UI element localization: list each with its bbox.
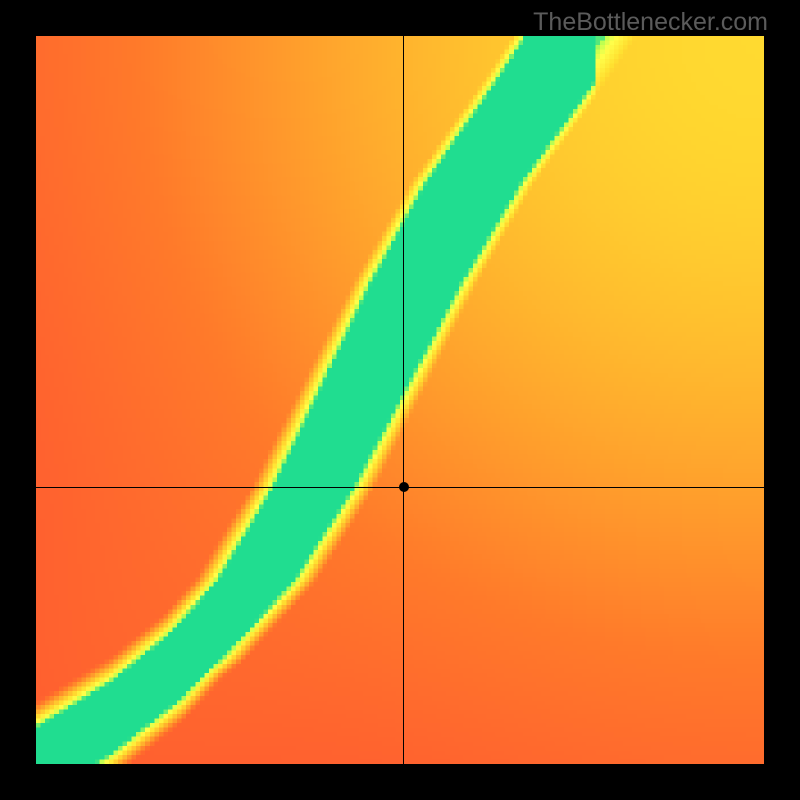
bottleneck-heatmap: [36, 36, 764, 764]
crosshair-vertical-line: [403, 36, 404, 764]
selection-dot: [399, 482, 409, 492]
watermark-text: TheBottlenecker.com: [533, 8, 768, 37]
